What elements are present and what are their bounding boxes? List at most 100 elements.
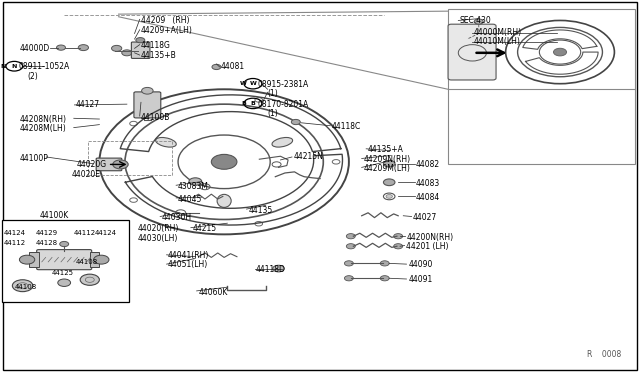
Text: 44084: 44084 bbox=[416, 193, 440, 202]
Text: 44129: 44129 bbox=[35, 230, 58, 235]
Text: 44060K: 44060K bbox=[198, 288, 228, 296]
Circle shape bbox=[346, 234, 355, 239]
Text: 44128: 44128 bbox=[35, 240, 58, 246]
Bar bbox=[2, 220, 129, 302]
Circle shape bbox=[141, 87, 153, 94]
Circle shape bbox=[344, 261, 353, 266]
Ellipse shape bbox=[217, 195, 231, 208]
Text: 44100P: 44100P bbox=[19, 154, 48, 163]
Text: 44108: 44108 bbox=[14, 284, 36, 290]
Text: 44090: 44090 bbox=[408, 260, 433, 269]
Circle shape bbox=[383, 179, 395, 186]
Circle shape bbox=[346, 244, 355, 249]
Text: 44112: 44112 bbox=[3, 240, 26, 246]
Circle shape bbox=[58, 279, 70, 286]
Text: N: N bbox=[12, 64, 17, 69]
Text: 44215: 44215 bbox=[192, 224, 216, 233]
Circle shape bbox=[78, 45, 88, 51]
Text: N: N bbox=[1, 64, 6, 69]
Text: SEC.430: SEC.430 bbox=[460, 16, 492, 25]
Ellipse shape bbox=[272, 138, 292, 147]
FancyBboxPatch shape bbox=[96, 158, 122, 171]
Circle shape bbox=[380, 276, 389, 281]
Circle shape bbox=[394, 244, 403, 249]
Circle shape bbox=[344, 276, 353, 281]
Ellipse shape bbox=[156, 138, 176, 147]
Text: (1): (1) bbox=[268, 89, 278, 98]
Text: (1): (1) bbox=[268, 109, 278, 118]
Text: 44209+A(LH): 44209+A(LH) bbox=[141, 26, 193, 35]
FancyBboxPatch shape bbox=[134, 92, 161, 118]
Circle shape bbox=[113, 160, 128, 169]
Text: 44209N(RH): 44209N(RH) bbox=[364, 155, 411, 164]
Bar bbox=[448, 9, 635, 164]
Text: 44081: 44081 bbox=[221, 62, 245, 71]
Text: 44124: 44124 bbox=[3, 230, 26, 235]
Circle shape bbox=[122, 50, 132, 56]
Text: 44000M(RH): 44000M(RH) bbox=[474, 28, 522, 37]
Circle shape bbox=[273, 265, 284, 272]
Text: R    0008: R 0008 bbox=[586, 350, 621, 359]
Text: 44135+B: 44135+B bbox=[141, 51, 177, 60]
Text: 44051(LH): 44051(LH) bbox=[168, 260, 208, 269]
Text: 44108: 44108 bbox=[76, 259, 98, 265]
Circle shape bbox=[19, 255, 35, 264]
Text: 44118G: 44118G bbox=[141, 41, 171, 50]
Text: 08911-1052A: 08911-1052A bbox=[18, 62, 69, 71]
Text: 44041(RH): 44041(RH) bbox=[168, 251, 209, 260]
Text: 44215N: 44215N bbox=[293, 153, 323, 161]
Circle shape bbox=[394, 234, 403, 239]
Circle shape bbox=[136, 38, 145, 43]
Circle shape bbox=[386, 195, 392, 198]
Text: 44082: 44082 bbox=[416, 160, 440, 169]
Text: B: B bbox=[241, 101, 246, 106]
Circle shape bbox=[56, 45, 65, 50]
Text: 44020G: 44020G bbox=[77, 160, 107, 169]
Text: 44127: 44127 bbox=[76, 100, 100, 109]
Text: 44124: 44124 bbox=[95, 230, 117, 235]
Text: 44083: 44083 bbox=[416, 179, 440, 187]
Circle shape bbox=[212, 64, 221, 70]
Circle shape bbox=[383, 160, 395, 167]
Text: (2): (2) bbox=[27, 72, 38, 81]
Text: 44118D: 44118D bbox=[256, 265, 286, 274]
Circle shape bbox=[291, 119, 300, 125]
Text: 44091: 44091 bbox=[408, 275, 433, 284]
Text: 44200N(RH): 44200N(RH) bbox=[406, 233, 454, 242]
Text: 44208N(RH): 44208N(RH) bbox=[19, 115, 67, 124]
Circle shape bbox=[211, 154, 237, 169]
Text: 44118C: 44118C bbox=[332, 122, 361, 131]
FancyBboxPatch shape bbox=[131, 42, 150, 58]
Text: 44020(RH): 44020(RH) bbox=[138, 224, 179, 233]
Circle shape bbox=[554, 48, 566, 56]
Circle shape bbox=[380, 261, 389, 266]
Circle shape bbox=[12, 280, 33, 292]
Text: 44125: 44125 bbox=[51, 270, 74, 276]
Circle shape bbox=[93, 255, 109, 264]
Text: 44209   (RH): 44209 (RH) bbox=[141, 16, 189, 25]
Text: 44030H: 44030H bbox=[161, 213, 191, 222]
Text: W: W bbox=[240, 81, 247, 86]
Circle shape bbox=[474, 19, 483, 24]
Text: W: W bbox=[250, 81, 257, 86]
Text: 44027: 44027 bbox=[413, 213, 437, 222]
Text: 44112: 44112 bbox=[74, 230, 96, 235]
Text: 44030(LH): 44030(LH) bbox=[138, 234, 178, 243]
Text: 44135: 44135 bbox=[248, 206, 273, 215]
Circle shape bbox=[111, 45, 122, 51]
Circle shape bbox=[80, 274, 99, 285]
FancyBboxPatch shape bbox=[448, 24, 496, 80]
Circle shape bbox=[60, 241, 68, 247]
Text: 08915-2381A: 08915-2381A bbox=[257, 80, 308, 89]
Text: 44208M(LH): 44208M(LH) bbox=[19, 124, 66, 133]
Text: 44000D: 44000D bbox=[19, 44, 50, 53]
Text: 44045: 44045 bbox=[178, 195, 202, 203]
FancyBboxPatch shape bbox=[36, 250, 92, 270]
Bar bbox=[90, 252, 99, 267]
Text: 43083M: 43083M bbox=[178, 182, 209, 190]
Bar bbox=[29, 252, 38, 267]
Text: 44100K: 44100K bbox=[40, 211, 69, 219]
Text: 44209M(LH): 44209M(LH) bbox=[364, 164, 410, 173]
Text: 44201 (LH): 44201 (LH) bbox=[406, 242, 449, 251]
Text: 44020E: 44020E bbox=[72, 170, 101, 179]
